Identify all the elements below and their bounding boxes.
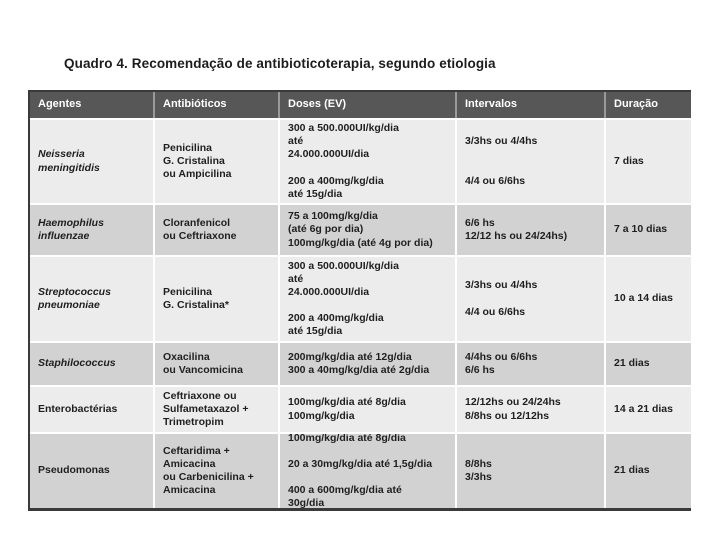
column-header-intervalos: Intervalos xyxy=(455,92,604,118)
cell-doses: 100mg/kg/dia até 8g/dia 20 a 30mg/kg/dia… xyxy=(278,432,455,508)
cell-duracao: 14 a 21 dias xyxy=(604,385,691,432)
column-header-agentes: Agentes xyxy=(30,92,153,118)
cell-duracao: 7 dias xyxy=(604,118,691,203)
cell-duracao: 7 a 10 dias xyxy=(604,203,691,255)
cell-antibioticos: Penicilina G. Cristalina* xyxy=(153,255,278,341)
cell-intervalos: 3/3hs ou 4/4hs 4/4 ou 6/6hs xyxy=(455,118,604,203)
cell-doses: 300 a 500.000UI/kg/dia até 24.000.000UI/… xyxy=(278,255,455,341)
cell-antibioticos: Penicilina G. Cristalina ou Ampicilina xyxy=(153,118,278,203)
cell-antibioticos: Ceftriaxone ou Sulfametaxazol + Trimetro… xyxy=(153,385,278,432)
cell-antibioticos: Ceftaridima + Amicacina ou Carbenicilina… xyxy=(153,432,278,508)
cell-agente: Pseudomonas xyxy=(30,432,153,508)
table-title: Quadro 4. Recomendação de antibioticoter… xyxy=(64,56,496,71)
antibiotic-therapy-table: Agentes Antibióticos Doses (EV) Interval… xyxy=(28,90,691,511)
column-header-duracao: Duração xyxy=(604,92,691,118)
cell-intervalos: 6/6 hs 12/12 hs ou 24/24hs) xyxy=(455,203,604,255)
cell-agente: Neisseria meningitidis xyxy=(30,118,153,203)
cell-intervalos: 8/8hs 3/3hs xyxy=(455,432,604,508)
cell-antibioticos: Oxacilina ou Vancomicina xyxy=(153,341,278,385)
cell-agente: Enterobactérias xyxy=(30,385,153,432)
column-header-doses: Doses (EV) xyxy=(278,92,455,118)
cell-intervalos: 12/12hs ou 24/24hs 8/8hs ou 12/12hs xyxy=(455,385,604,432)
cell-doses: 75 a 100mg/kg/dia (até 6g por dia) 100mg… xyxy=(278,203,455,255)
cell-agente: Streptococcus pneumoniae xyxy=(30,255,153,341)
cell-intervalos: 4/4hs ou 6/6hs 6/6 hs xyxy=(455,341,604,385)
cell-agente: Staphilococcus xyxy=(30,341,153,385)
cell-doses: 200mg/kg/dia até 12g/dia 300 a 40mg/kg/d… xyxy=(278,341,455,385)
cell-agente: Haemophilus influenzae xyxy=(30,203,153,255)
cell-duracao: 21 dias xyxy=(604,341,691,385)
column-header-antibioticos: Antibióticos xyxy=(153,92,278,118)
cell-duracao: 21 dias xyxy=(604,432,691,508)
cell-antibioticos: Cloranfenicol ou Ceftriaxone xyxy=(153,203,278,255)
cell-doses: 100mg/kg/dia até 8g/dia 100mg/kg/dia xyxy=(278,385,455,432)
cell-duracao: 10 a 14 dias xyxy=(604,255,691,341)
cell-doses: 300 a 500.000UI/kg/dia até 24.000.000UI/… xyxy=(278,118,455,203)
cell-intervalos: 3/3hs ou 4/4hs 4/4 ou 6/6hs xyxy=(455,255,604,341)
